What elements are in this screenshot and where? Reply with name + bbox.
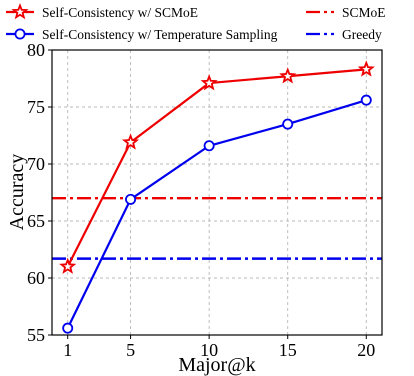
data-point-series-1 xyxy=(279,67,297,84)
y-tick-label: 55 xyxy=(27,325,45,345)
y-tick-label: 60 xyxy=(27,268,45,288)
x-tick-label: 10 xyxy=(200,340,218,360)
y-tick-label: 75 xyxy=(27,97,45,117)
legend-marker xyxy=(14,28,26,40)
x-tick-label: 1 xyxy=(63,340,72,360)
legend-marker xyxy=(11,3,29,20)
x-tick-label: 20 xyxy=(357,340,375,360)
y-tick-label: 65 xyxy=(27,211,45,231)
series-line-2 xyxy=(66,99,367,329)
data-point-series-1 xyxy=(59,257,77,274)
y-axis-label: Accuracy xyxy=(6,154,28,231)
y-tick-label: 80 xyxy=(27,40,45,60)
data-point-series-2 xyxy=(203,140,215,152)
x-axis-label: Major@k xyxy=(178,354,255,376)
plot-frame xyxy=(51,49,383,336)
legend-label: Self-Consistency w/ SCMoE xyxy=(42,5,198,20)
y-tick-label: 70 xyxy=(27,154,45,174)
legend-label: Greedy xyxy=(342,27,382,42)
data-point-series-2 xyxy=(360,94,372,106)
x-tick-label: 15 xyxy=(279,340,297,360)
data-point-series-1 xyxy=(200,74,218,91)
grid xyxy=(52,49,382,336)
data-point-series-2 xyxy=(62,322,74,334)
data-point-series-1 xyxy=(357,60,375,77)
legend-label: Self-Consistency w/ Temperature Sampling xyxy=(42,27,278,42)
data-point-series-2 xyxy=(282,118,294,130)
reference-lines xyxy=(52,196,382,260)
legend: Self-Consistency w/ SCMoE Self-Consistenc… xyxy=(6,3,386,42)
data-point-series-1 xyxy=(122,133,140,150)
x-tick-label: 5 xyxy=(126,340,135,360)
legend-label: SCMoE xyxy=(342,5,386,20)
series-layer xyxy=(59,60,375,334)
data-point-series-2 xyxy=(125,193,137,205)
